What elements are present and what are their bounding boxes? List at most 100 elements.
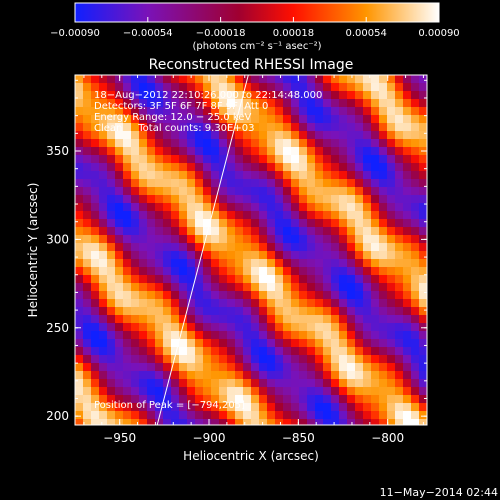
heatmap-cell (363, 371, 372, 380)
heatmap-cell (259, 123, 268, 132)
heatmap-cell (75, 291, 84, 300)
heatmap-cell (91, 283, 100, 292)
heatmap-cell (155, 419, 164, 425)
heatmap-cell (83, 347, 92, 356)
heatmap-cell (211, 83, 220, 92)
heatmap-cell (235, 395, 244, 404)
heatmap-cell (163, 219, 172, 228)
heatmap-cell (227, 251, 236, 260)
heatmap-cell (283, 339, 292, 348)
heatmap-cell (307, 235, 316, 244)
heatmap-cell (307, 307, 316, 316)
heatmap-cell (155, 219, 164, 228)
heatmap-cell (243, 179, 252, 188)
heatmap-cell (299, 291, 308, 300)
heatmap-cell (283, 123, 292, 132)
heatmap-cell (219, 251, 228, 260)
heatmap-cell (267, 227, 276, 236)
heatmap-cell (99, 323, 108, 332)
heatmap-cell (187, 307, 196, 316)
heatmap-cell (139, 395, 148, 404)
heatmap-cell (379, 219, 388, 228)
heatmap-cell (227, 379, 236, 388)
heatmap-cell (259, 75, 268, 84)
heatmap-cell (299, 211, 308, 220)
heatmap-cell (267, 179, 276, 188)
heatmap-cell (219, 291, 228, 300)
heatmap-cell (395, 395, 404, 404)
heatmap-cell (179, 355, 188, 364)
heatmap-cell (403, 123, 412, 132)
heatmap-cell (411, 299, 420, 308)
heatmap-cell (91, 139, 100, 148)
heatmap-cell (235, 339, 244, 348)
heatmap-cell (227, 275, 236, 284)
heatmap-cell (99, 395, 108, 404)
heatmap-cell (203, 291, 212, 300)
heatmap-cell (91, 171, 100, 180)
heatmap-cell (355, 131, 364, 140)
heatmap-cell (403, 171, 412, 180)
heatmap-cell (331, 355, 340, 364)
heatmap-cell (283, 347, 292, 356)
heatmap-cell (235, 187, 244, 196)
heatmap-cell (355, 187, 364, 196)
heatmap-cell (275, 115, 284, 124)
heatmap-cell (291, 355, 300, 364)
heatmap-cell (99, 339, 108, 348)
heatmap-cell (203, 363, 212, 372)
heatmap-cell (395, 355, 404, 364)
heatmap-cell (211, 243, 220, 252)
heatmap-cell (299, 123, 308, 132)
heatmap-cell (283, 371, 292, 380)
heatmap-cell (395, 371, 404, 380)
heatmap-cell (83, 187, 92, 196)
heatmap-cell (251, 163, 260, 172)
heatmap-cell (107, 163, 116, 172)
heatmap-cell (131, 315, 140, 324)
heatmap-cell (355, 347, 364, 356)
heatmap-cell (259, 147, 268, 156)
heatmap-cell (259, 227, 268, 236)
heatmap-cell (123, 339, 132, 348)
heatmap-cell (195, 155, 204, 164)
heatmap-cell (387, 371, 396, 380)
heatmap-cell (139, 139, 148, 148)
heatmap-cell (227, 155, 236, 164)
heatmap-cell (179, 387, 188, 396)
heatmap-cell (411, 403, 420, 412)
heatmap-cell (275, 355, 284, 364)
heatmap-cell (91, 419, 100, 425)
heatmap-cell (235, 411, 244, 420)
heatmap-cell (227, 195, 236, 204)
heatmap-cell (227, 411, 236, 420)
heatmap-cell (379, 291, 388, 300)
heatmap-cell (227, 259, 236, 268)
heatmap-cell (315, 243, 324, 252)
heatmap-cell (187, 275, 196, 284)
heatmap-cell (131, 147, 140, 156)
heatmap-cell (339, 227, 348, 236)
heatmap-cell (379, 91, 388, 100)
heatmap-cell (331, 371, 340, 380)
heatmap-cell (75, 259, 84, 268)
heatmap-cell (387, 115, 396, 124)
heatmap-cell (115, 179, 124, 188)
heatmap-cell (83, 363, 92, 372)
annotation-time: 18−Aug−2012 22:10:26.000 to 22:14:48.000 (94, 90, 322, 101)
heatmap-cell (139, 315, 148, 324)
heatmap-cell (155, 315, 164, 324)
heatmap-cell (299, 299, 308, 308)
heatmap-cell (275, 267, 284, 276)
heatmap-cell (267, 203, 276, 212)
heatmap-cell (315, 211, 324, 220)
heatmap-cell (131, 371, 140, 380)
heatmap-cell (171, 395, 180, 404)
heatmap-cell (115, 379, 124, 388)
heatmap-cell (267, 307, 276, 316)
heatmap-cell (115, 251, 124, 260)
heatmap-cell (363, 403, 372, 412)
heatmap-cell (195, 403, 204, 412)
heatmap-cell (355, 123, 364, 132)
heatmap-cell (275, 99, 284, 108)
